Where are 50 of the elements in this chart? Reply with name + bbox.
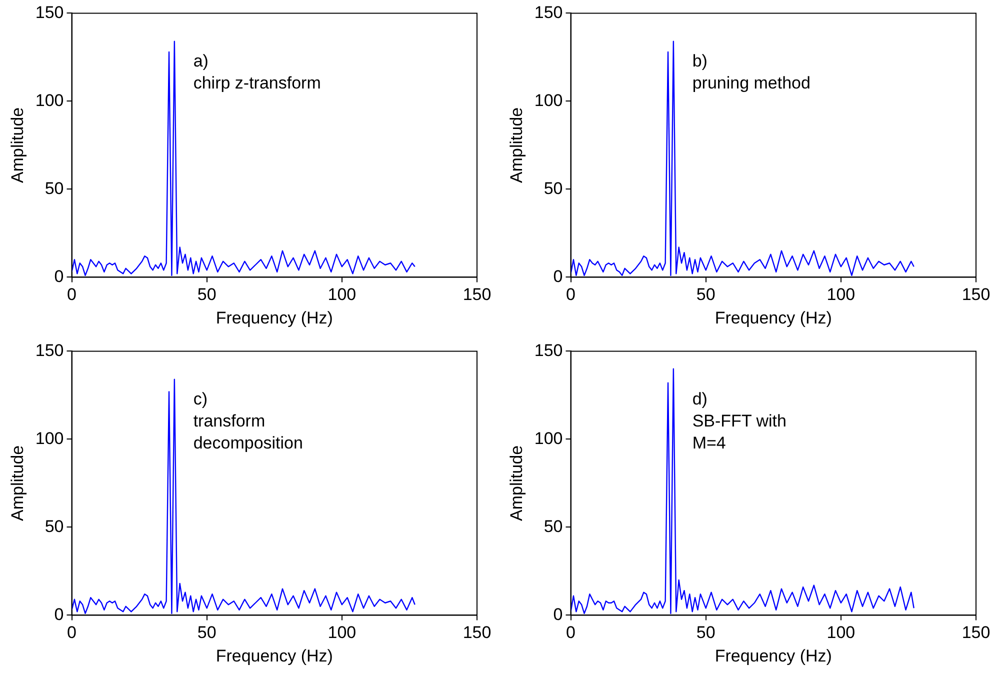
annotation: transform (193, 411, 266, 430)
y-tick-label: 0 (553, 266, 563, 286)
y-tick-label: 150 (35, 2, 64, 22)
x-tick-label: 0 (67, 623, 76, 642)
y-tick-label: 100 (35, 90, 64, 110)
y-axis-title: Amplitude (8, 445, 27, 522)
annotation: a) (193, 51, 208, 70)
y-tick-label: 0 (54, 604, 64, 624)
y-tick-label: 100 (534, 90, 563, 110)
x-tick-label: 150 (962, 623, 990, 642)
y-tick-label: 0 (54, 266, 64, 286)
y-axis-title: Amplitude (506, 107, 526, 184)
x-tick-label: 150 (462, 623, 492, 642)
x-axis-title: Frequency (Hz) (714, 646, 832, 666)
annotation: M=4 (692, 433, 726, 452)
y-tick-label: 150 (534, 340, 563, 360)
y-tick-label: 100 (534, 428, 563, 448)
x-axis-title: Frequency (Hz) (216, 308, 333, 328)
annotation: b) (692, 51, 708, 70)
y-tick-label: 50 (544, 178, 563, 198)
x-tick-label: 0 (67, 285, 76, 304)
y-tick-label: 0 (553, 604, 563, 624)
x-tick-label: 50 (696, 623, 716, 642)
x-tick-label: 50 (696, 285, 716, 304)
x-tick-label: 100 (826, 285, 856, 304)
annotation: d) (692, 389, 708, 408)
y-tick-label: 50 (544, 516, 563, 536)
x-tick-label: 150 (962, 285, 990, 304)
x-axis-title: Frequency (Hz) (714, 308, 832, 328)
y-axis-title: Amplitude (8, 107, 27, 184)
annotation: SB-FFT with (692, 411, 786, 430)
annotation: decomposition (193, 433, 303, 452)
y-tick-label: 150 (35, 340, 64, 360)
x-tick-label: 0 (566, 285, 576, 304)
x-tick-label: 100 (328, 623, 356, 642)
y-tick-label: 50 (44, 516, 64, 536)
annotation: pruning method (692, 73, 810, 92)
y-axis-title: Amplitude (506, 445, 526, 522)
x-tick-label: 150 (462, 285, 492, 304)
x-tick-label: 50 (197, 285, 216, 304)
x-tick-label: 50 (197, 623, 216, 642)
annotation: c) (193, 389, 208, 408)
x-tick-label: 0 (566, 623, 576, 642)
y-tick-label: 150 (534, 2, 563, 22)
x-axis-title: Frequency (Hz) (216, 646, 333, 666)
x-tick-label: 100 (328, 285, 356, 304)
y-tick-label: 50 (44, 178, 64, 198)
y-tick-label: 100 (35, 428, 64, 448)
x-tick-label: 100 (826, 623, 856, 642)
annotation: chirp z-transform (193, 73, 321, 92)
